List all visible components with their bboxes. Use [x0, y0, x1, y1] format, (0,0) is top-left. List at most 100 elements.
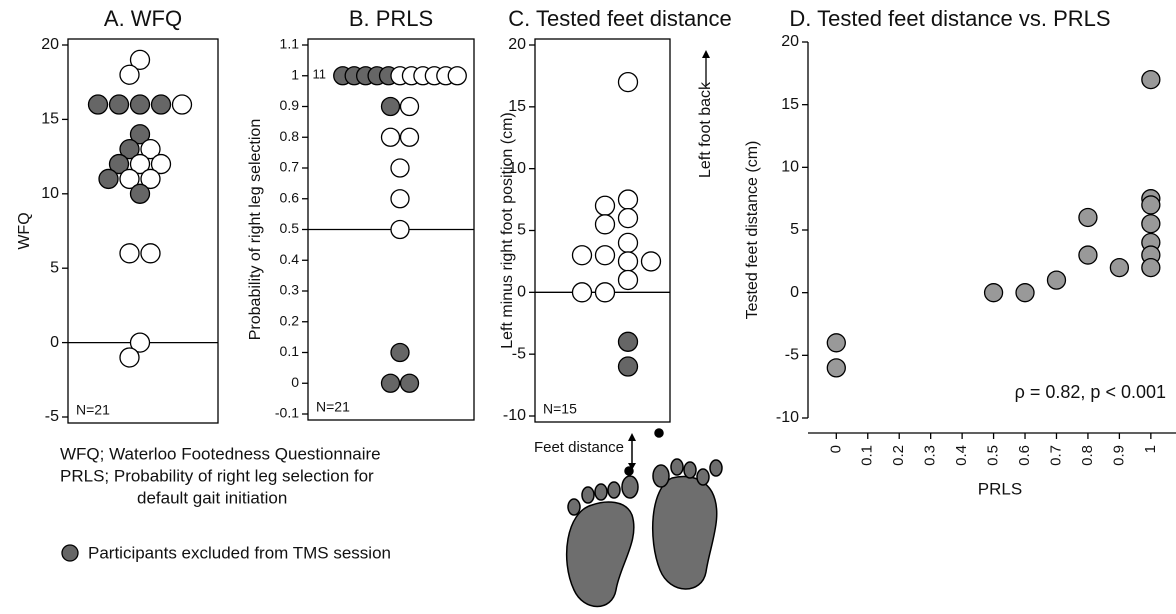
data-point [1015, 283, 1035, 303]
data-point [140, 139, 161, 160]
data-point [447, 66, 467, 86]
data-point [826, 333, 846, 353]
x-tick-label: 0.4 [953, 445, 970, 466]
data-point [150, 94, 172, 115]
legend-marker [61, 544, 79, 562]
arrow-head [628, 463, 636, 470]
data-point [140, 243, 161, 264]
arrow-head [628, 433, 636, 441]
y-tick-label: 0.9 [280, 97, 300, 113]
x-tick-label: 0.3 [922, 445, 939, 466]
y-tick-label: -10 [503, 407, 526, 424]
y-tick-label: 10 [41, 185, 59, 202]
data-point [390, 158, 410, 178]
toe [567, 498, 581, 516]
toe [683, 461, 697, 479]
data-point [129, 124, 151, 145]
y-tick-label: 15 [781, 96, 799, 113]
data-point [594, 282, 616, 303]
y-tick-label: 5 [517, 222, 526, 239]
data-point [594, 214, 616, 235]
y-tick-label: -0.1 [275, 405, 299, 421]
toe [621, 475, 639, 499]
x-tick-label: 1 [1142, 445, 1159, 453]
data-point [390, 219, 410, 240]
x-tick-label: 0.8 [1079, 445, 1096, 466]
toe [696, 468, 710, 486]
data-point [617, 207, 639, 229]
x-tick-label: 0.6 [1016, 445, 1033, 466]
illustration-label: Feet distance [534, 439, 624, 456]
x-tick-label: 0.9 [1110, 445, 1127, 466]
y-tick-label: -10 [776, 409, 799, 426]
x-tick-label: 0.1 [859, 445, 876, 466]
y-tick-label: 20 [781, 33, 799, 50]
data-point [617, 71, 639, 93]
y-tick-label: 0.8 [280, 128, 300, 144]
right-foot [652, 475, 718, 590]
y-tick-label: 0.5 [280, 220, 300, 236]
data-point [87, 94, 109, 115]
marker-dot [624, 466, 634, 476]
y-tick-label: 0.7 [280, 159, 300, 175]
y-tick-label: 1.1 [280, 36, 300, 52]
y-tick-label: 15 [508, 98, 526, 115]
data-point [399, 127, 420, 147]
x-tick-label: 0.2 [890, 445, 907, 466]
figure-note: PRLS; Probability of right leg selection… [60, 466, 374, 485]
data-point [1141, 214, 1161, 234]
y-tick-label: 0 [790, 284, 799, 301]
data-point [1141, 195, 1161, 215]
panel-title: C. Tested feet distance [508, 6, 731, 31]
n-label: N=21 [316, 399, 350, 415]
y-axis-label: Left minus right foot position (cm) [499, 112, 516, 349]
figure-note: WFQ; Waterloo Footedness Questionnaire [60, 444, 381, 463]
marker-dot [654, 428, 664, 438]
plot-frame [67, 38, 219, 424]
toe [594, 483, 608, 501]
panel-title: A. WFQ [104, 6, 182, 31]
y-tick-label: 0.4 [280, 251, 300, 267]
toe [709, 459, 723, 477]
data-point [1141, 69, 1161, 90]
y-tick-label: 0.6 [280, 189, 300, 205]
data-point [1046, 270, 1067, 290]
y-axis-label: WFQ [16, 212, 33, 249]
y-tick-label: 0 [517, 284, 526, 301]
data-point [571, 282, 593, 303]
x-axis-label: PRLS [978, 479, 1022, 498]
annotation: 11 [313, 66, 327, 81]
y-tick-label: 20 [508, 36, 526, 53]
data-point [119, 64, 140, 85]
data-point [617, 251, 639, 272]
data-point [617, 189, 639, 210]
data-point [1078, 245, 1098, 265]
data-point [399, 96, 420, 117]
data-point [129, 183, 151, 204]
data-point [380, 127, 401, 147]
arrow-head [702, 50, 710, 58]
data-point [983, 283, 1004, 303]
data-point [826, 358, 846, 378]
annotation: ρ = 0.82, p < 0.001 [1015, 382, 1166, 402]
data-point [1109, 257, 1130, 278]
figure-note: default gait initiation [137, 488, 287, 507]
data-point [119, 168, 140, 190]
y-tick-label: 0.2 [280, 312, 300, 328]
data-point [140, 168, 161, 190]
data-point [129, 49, 151, 71]
data-point [617, 269, 639, 291]
x-tick-label: 0.5 [985, 445, 1002, 466]
data-point [1141, 257, 1161, 278]
y-tick-label: 20 [41, 36, 59, 53]
n-label: N=21 [76, 402, 110, 418]
data-point [571, 245, 593, 266]
y-tick-label: 0.3 [280, 282, 300, 298]
y-tick-label: -5 [512, 345, 526, 362]
y-tick-label: 10 [508, 160, 526, 177]
data-point [390, 189, 410, 209]
data-point [129, 332, 151, 353]
y-tick-label: 5 [790, 221, 799, 238]
data-point [108, 94, 130, 115]
